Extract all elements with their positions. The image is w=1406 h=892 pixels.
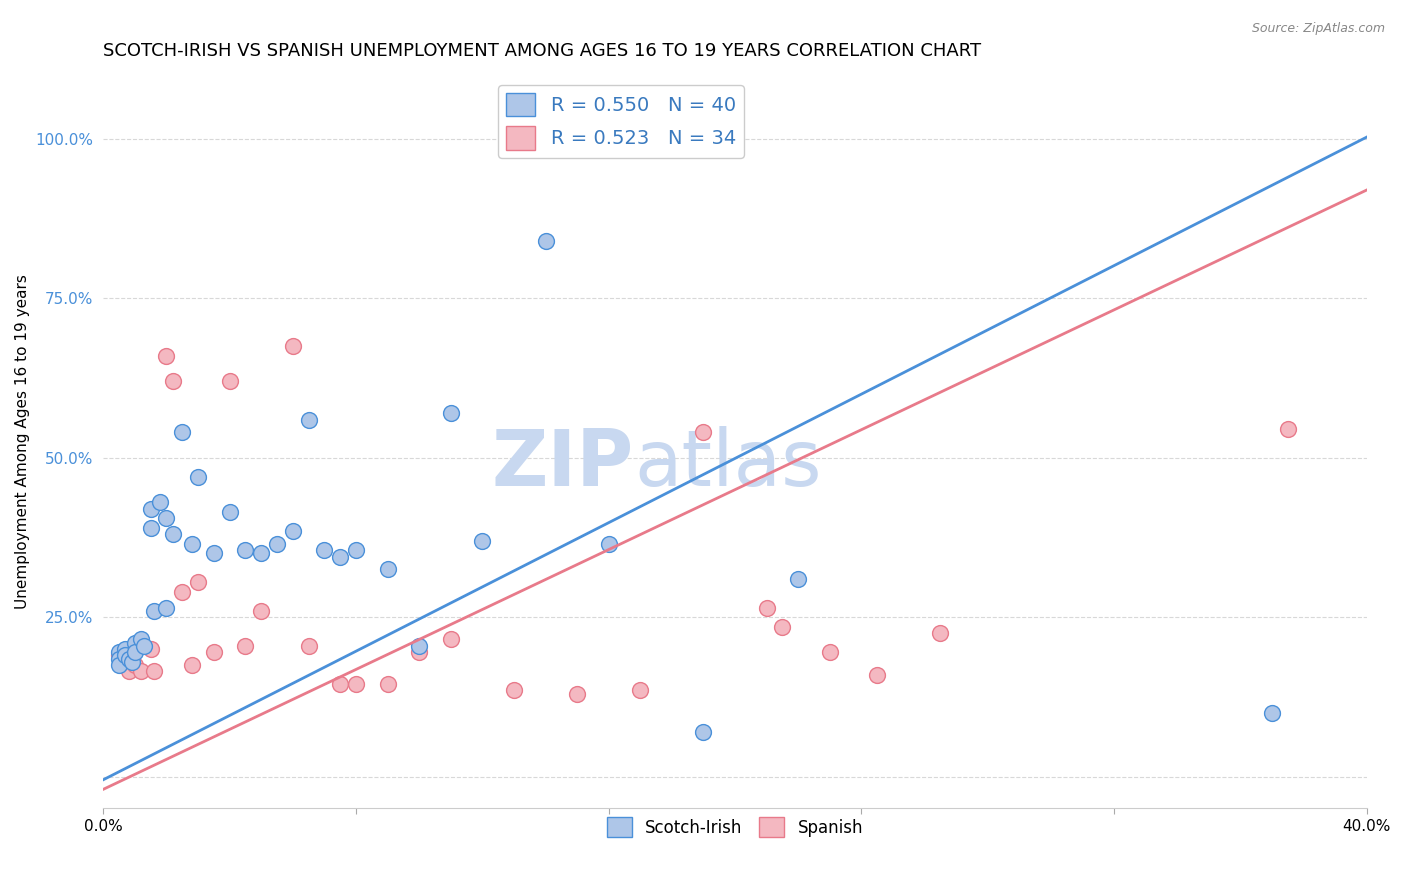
Point xyxy=(218,374,240,388)
Point xyxy=(124,645,146,659)
Text: atlas: atlas xyxy=(634,425,821,502)
Point xyxy=(162,527,184,541)
Point xyxy=(134,639,156,653)
Point xyxy=(866,667,889,681)
Point xyxy=(117,651,139,665)
Point xyxy=(503,683,526,698)
Point xyxy=(111,655,134,669)
Point xyxy=(534,234,557,248)
Point xyxy=(117,665,139,679)
Point xyxy=(187,470,209,484)
Point xyxy=(692,725,714,739)
Point xyxy=(297,639,319,653)
Point xyxy=(202,645,225,659)
Point xyxy=(250,604,273,618)
Point xyxy=(440,406,463,420)
Point xyxy=(329,549,352,564)
Point xyxy=(235,639,257,653)
Point xyxy=(172,425,194,440)
Text: SCOTCH-IRISH VS SPANISH UNEMPLOYMENT AMONG AGES 16 TO 19 YEARS CORRELATION CHART: SCOTCH-IRISH VS SPANISH UNEMPLOYMENT AMO… xyxy=(103,42,981,60)
Point xyxy=(344,677,367,691)
Point xyxy=(408,639,430,653)
Point xyxy=(108,648,131,663)
Point xyxy=(124,657,146,672)
Point xyxy=(1277,422,1299,436)
Point xyxy=(114,648,136,663)
Point xyxy=(155,349,177,363)
Point xyxy=(121,655,143,669)
Point xyxy=(628,683,651,698)
Point xyxy=(440,632,463,647)
Text: ZIP: ZIP xyxy=(492,425,634,502)
Point xyxy=(281,524,304,538)
Point xyxy=(129,632,152,647)
Point xyxy=(377,562,399,576)
Point xyxy=(180,657,202,672)
Point xyxy=(129,665,152,679)
Point xyxy=(202,546,225,560)
Point xyxy=(235,543,257,558)
Legend: Scotch-Irish, Spanish: Scotch-Irish, Spanish xyxy=(600,811,870,844)
Point xyxy=(142,604,165,618)
Point xyxy=(755,600,778,615)
Point xyxy=(114,657,136,672)
Point xyxy=(787,572,810,586)
Point xyxy=(281,339,304,353)
Point xyxy=(114,642,136,657)
Y-axis label: Unemployment Among Ages 16 to 19 years: Unemployment Among Ages 16 to 19 years xyxy=(15,275,30,609)
Point xyxy=(377,677,399,691)
Point xyxy=(172,584,194,599)
Point xyxy=(598,537,620,551)
Point xyxy=(329,677,352,691)
Point xyxy=(139,501,162,516)
Point xyxy=(139,642,162,657)
Point xyxy=(139,521,162,535)
Point xyxy=(142,665,165,679)
Point xyxy=(155,600,177,615)
Point xyxy=(250,546,273,560)
Point xyxy=(408,645,430,659)
Point xyxy=(818,645,841,659)
Point xyxy=(108,645,131,659)
Point xyxy=(471,533,494,548)
Point xyxy=(124,635,146,649)
Point xyxy=(149,495,172,509)
Point xyxy=(108,657,131,672)
Point xyxy=(162,374,184,388)
Point xyxy=(1261,706,1284,720)
Point xyxy=(344,543,367,558)
Point xyxy=(108,651,131,665)
Point xyxy=(297,412,319,426)
Point xyxy=(565,687,588,701)
Point xyxy=(770,620,793,634)
Point xyxy=(929,626,952,640)
Point xyxy=(155,511,177,525)
Point xyxy=(266,537,288,551)
Point xyxy=(692,425,714,440)
Point xyxy=(314,543,336,558)
Point xyxy=(187,575,209,590)
Point xyxy=(218,505,240,519)
Text: Source: ZipAtlas.com: Source: ZipAtlas.com xyxy=(1251,22,1385,36)
Point xyxy=(180,537,202,551)
